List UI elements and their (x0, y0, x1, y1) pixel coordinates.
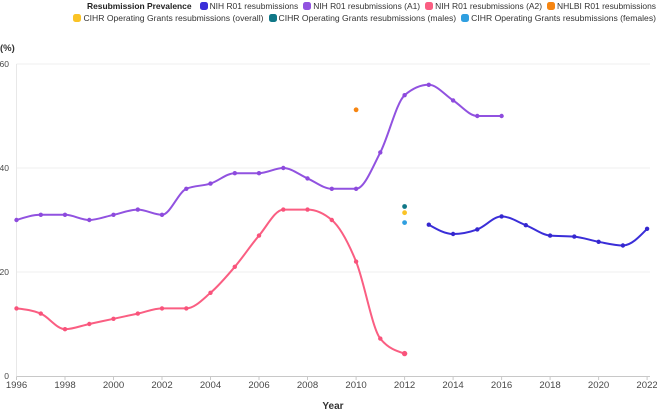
svg-text:40: 40 (0, 163, 9, 173)
svg-text:2022: 2022 (636, 380, 657, 391)
svg-text:2014: 2014 (442, 380, 464, 391)
svg-text:2018: 2018 (539, 380, 560, 391)
svg-text:2008: 2008 (297, 380, 318, 391)
svg-text:Year: Year (322, 401, 343, 411)
svg-text:20: 20 (0, 267, 9, 277)
svg-text:2004: 2004 (200, 380, 222, 391)
svg-text:1996: 1996 (6, 380, 27, 391)
svg-text:60: 60 (0, 59, 9, 69)
svg-text:2012: 2012 (394, 380, 415, 391)
svg-text:0: 0 (4, 371, 9, 381)
svg-text:1998: 1998 (54, 380, 75, 391)
svg-text:2010: 2010 (345, 380, 366, 391)
svg-text:2020: 2020 (588, 380, 609, 391)
svg-text:(%): (%) (0, 43, 15, 54)
svg-text:2006: 2006 (248, 380, 269, 391)
svg-text:2002: 2002 (151, 380, 172, 391)
svg-text:2000: 2000 (103, 380, 124, 391)
svg-text:2016: 2016 (491, 380, 512, 391)
